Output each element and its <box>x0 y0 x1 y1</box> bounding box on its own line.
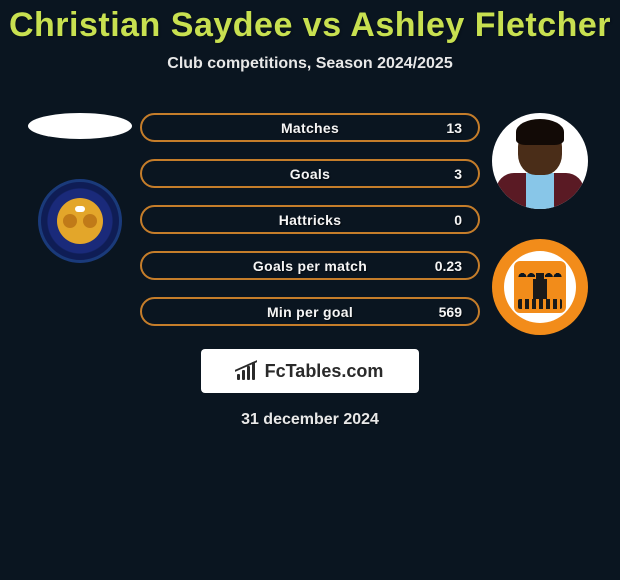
stat-row-goals: Goals 3 <box>140 159 480 188</box>
player1-photo-placeholder <box>28 113 132 139</box>
stat-value: 0.23 <box>435 258 462 274</box>
stat-label: Hattricks <box>279 212 342 228</box>
watermark: FcTables.com <box>201 349 419 393</box>
stat-value: 0 <box>454 212 462 228</box>
comparison-card: Christian Saydee vs Ashley Fletcher Club… <box>0 0 620 429</box>
main-row: Matches 13 Goals 3 Hattricks 0 Goals per… <box>0 97 620 335</box>
stat-value: 569 <box>439 304 462 320</box>
stats-column: Matches 13 Goals 3 Hattricks 0 Goals per… <box>140 97 480 326</box>
left-column <box>20 97 140 263</box>
player2-photo <box>492 113 588 209</box>
subtitle: Club competitions, Season 2024/2025 <box>0 55 620 73</box>
badge1-inner <box>57 198 103 244</box>
stat-row-matches: Matches 13 <box>140 113 480 142</box>
stat-value: 3 <box>454 166 462 182</box>
date-line: 31 december 2024 <box>0 411 620 429</box>
player2-club-badge <box>492 239 588 335</box>
stat-label: Goals <box>290 166 330 182</box>
stat-label: Goals per match <box>253 258 367 274</box>
stat-row-hattricks: Hattricks 0 <box>140 205 480 234</box>
right-column <box>480 97 600 335</box>
page-title: Christian Saydee vs Ashley Fletcher <box>0 6 620 45</box>
stat-row-min-per-goal: Min per goal 569 <box>140 297 480 326</box>
chart-icon <box>237 362 259 380</box>
stat-label: Matches <box>281 120 339 136</box>
player1-club-badge <box>38 179 122 263</box>
stat-label: Min per goal <box>267 304 353 320</box>
stat-value: 13 <box>446 120 462 136</box>
stat-row-goals-per-match: Goals per match 0.23 <box>140 251 480 280</box>
watermark-text: FcTables.com <box>265 361 384 382</box>
